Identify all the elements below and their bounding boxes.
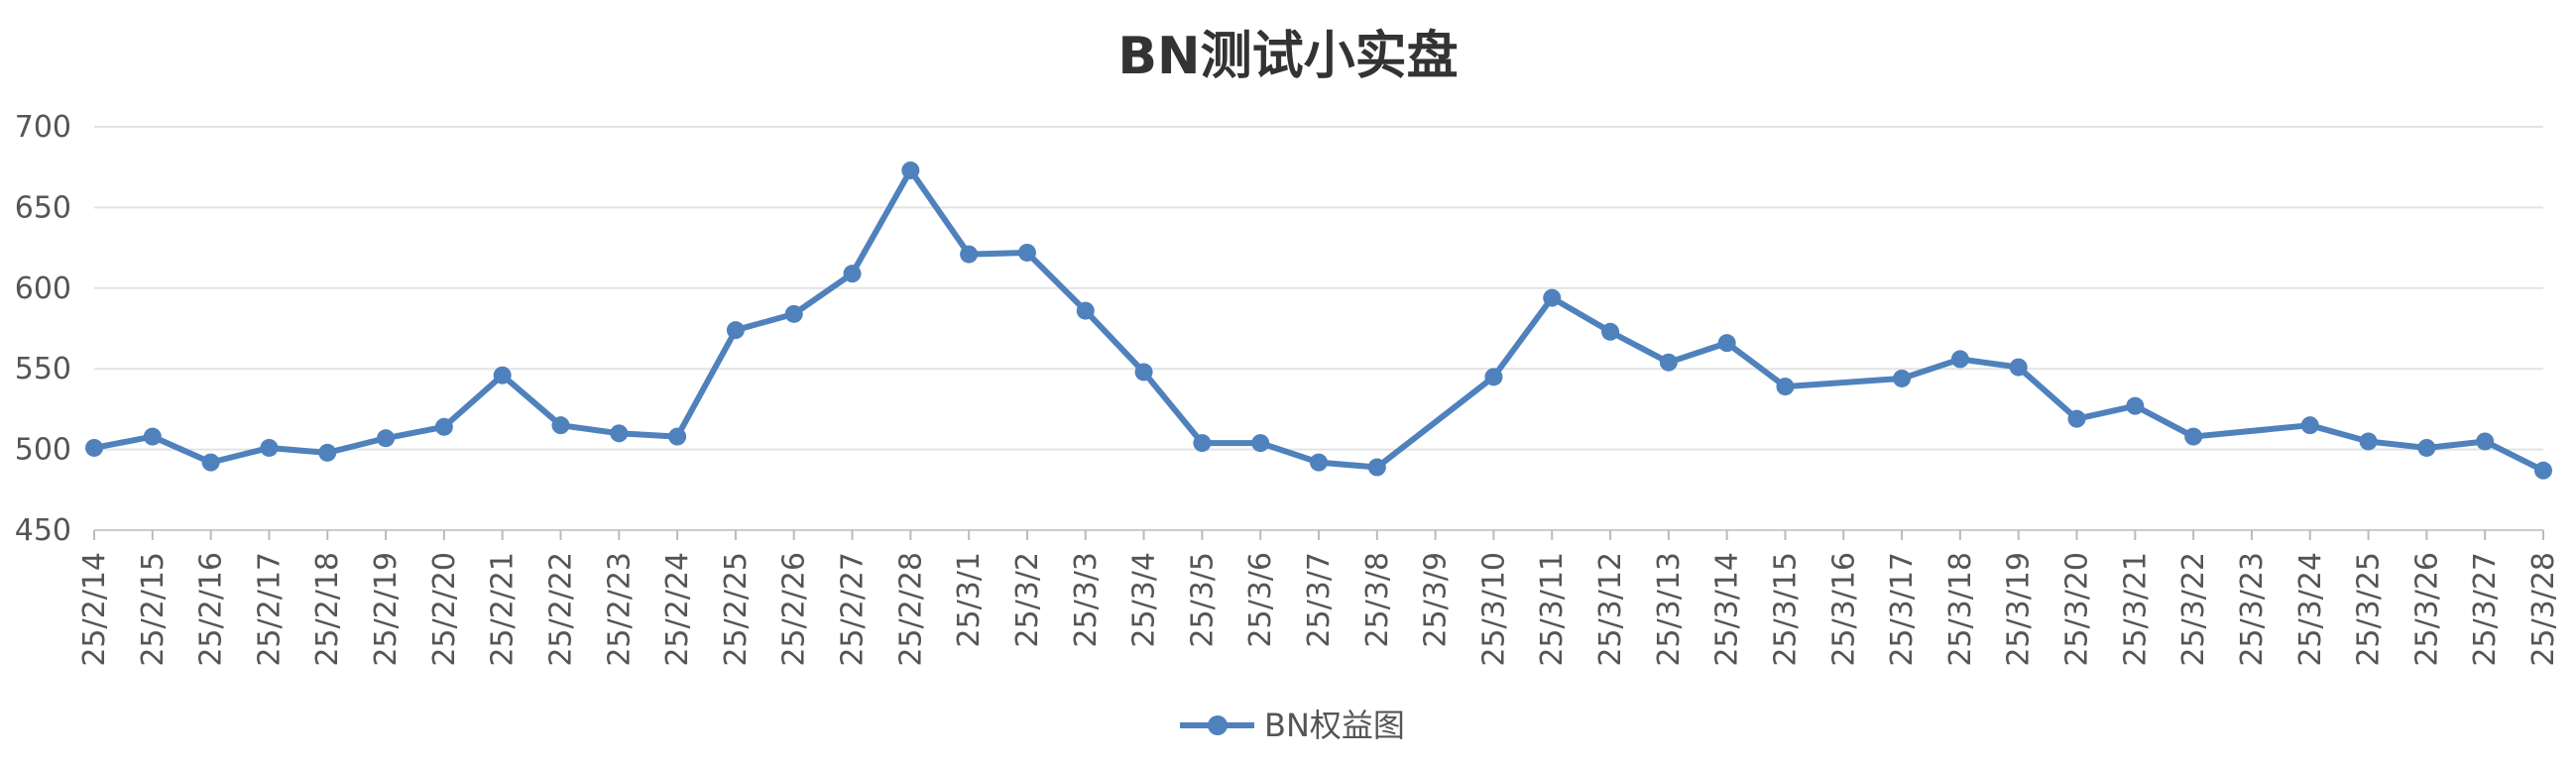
x-tick-label: 25/3/4 — [1127, 552, 1162, 648]
data-point[interactable] — [843, 265, 862, 283]
x-tick-label: 25/3/21 — [2118, 552, 2153, 667]
x-tick-label: 25/3/16 — [1826, 552, 1861, 667]
data-point[interactable] — [1484, 368, 1503, 386]
x-tick-label: 25/2/25 — [719, 552, 754, 667]
data-point[interactable] — [1601, 322, 1620, 341]
data-point[interactable] — [1659, 353, 1678, 372]
x-tick-label: 25/3/19 — [2002, 552, 2037, 667]
x-tick-label: 25/2/14 — [77, 552, 112, 667]
data-point[interactable] — [2126, 396, 2145, 415]
y-tick-label: 500 — [15, 433, 71, 468]
data-point[interactable] — [1717, 334, 1736, 353]
data-point[interactable] — [493, 366, 512, 384]
y-tick-label: 600 — [15, 272, 71, 306]
y-tick-label: 550 — [15, 352, 71, 386]
x-tick-label: 25/2/19 — [369, 552, 404, 667]
x-tick-label: 25/3/5 — [1185, 552, 1220, 648]
x-tick-label: 25/2/26 — [777, 552, 812, 667]
x-tick-label: 25/3/22 — [2176, 552, 2211, 667]
data-point[interactable] — [85, 438, 103, 457]
data-point[interactable] — [2359, 432, 2378, 451]
x-tick-label: 25/3/25 — [2352, 552, 2387, 667]
legend-label[interactable]: BN权益图 — [1264, 707, 1405, 744]
x-tick-label: 25/2/15 — [136, 552, 171, 667]
x-axis: 25/2/14 25/2/15 25/2/16 25/2/17 25/2/18 25/2/… — [77, 530, 2561, 667]
data-point[interactable] — [784, 304, 803, 323]
x-tick-label: 25/3/2 — [1010, 552, 1045, 648]
x-tick-label: 25/2/16 — [194, 552, 229, 667]
x-tick-label: 25/3/17 — [1885, 552, 1920, 667]
data-point[interactable] — [1193, 434, 1212, 453]
x-tick-label: 25/3/10 — [1476, 552, 1511, 667]
x-tick-label: 25/3/8 — [1360, 552, 1395, 648]
data-point[interactable] — [2067, 409, 2086, 428]
data-point[interactable] — [2009, 358, 2028, 377]
x-tick-label: 25/3/14 — [1710, 552, 1745, 667]
data-point[interactable] — [668, 427, 687, 446]
data-point[interactable] — [551, 416, 570, 435]
x-tick-label: 25/2/27 — [836, 552, 871, 667]
data-point[interactable] — [318, 443, 337, 462]
data-point[interactable] — [1251, 434, 1270, 453]
x-tick-label: 25/3/26 — [2409, 552, 2444, 667]
data-point[interactable] — [1310, 453, 1328, 472]
x-tick-label: 25/3/12 — [1593, 552, 1628, 667]
x-tick-label: 25/2/18 — [310, 552, 345, 667]
x-tick-label: 25/2/28 — [893, 552, 928, 667]
x-tick-label: 25/3/13 — [1652, 552, 1687, 667]
data-point[interactable] — [434, 417, 453, 436]
x-tick-label: 25/2/22 — [543, 552, 578, 667]
data-point[interactable] — [2534, 461, 2552, 480]
data-point[interactable] — [1367, 458, 1386, 477]
series-line — [93, 166, 2545, 474]
data-point[interactable] — [1893, 369, 1912, 387]
x-tick-label: 25/3/7 — [1302, 552, 1337, 648]
x-tick-label: 25/2/17 — [252, 552, 287, 667]
x-tick-label: 25/3/23 — [2235, 552, 2270, 667]
chart-title: BN测试小实盘 — [1117, 27, 1459, 86]
data-point[interactable] — [1950, 350, 1969, 369]
data-point[interactable] — [2184, 427, 2203, 446]
data-point[interactable] — [2300, 416, 2319, 435]
x-tick-label: 25/3/20 — [2060, 552, 2095, 667]
y-tick-label: 650 — [15, 190, 71, 225]
data-point[interactable] — [960, 245, 979, 264]
x-tick-label: 25/2/24 — [660, 552, 695, 667]
data-point[interactable] — [901, 161, 920, 179]
data-point[interactable] — [377, 429, 396, 448]
series-layer — [85, 161, 2552, 480]
x-tick-label: 25/3/9 — [1419, 552, 1454, 648]
x-tick-label: 25/3/3 — [1069, 552, 1104, 648]
y-tick-label: 450 — [15, 513, 71, 548]
data-point[interactable] — [1776, 378, 1795, 396]
x-tick-label: 25/2/23 — [602, 552, 637, 667]
x-tick-label: 25/2/20 — [427, 552, 462, 667]
x-tick-label: 25/3/27 — [2468, 552, 2503, 667]
x-tick-label: 25/3/11 — [1535, 552, 1570, 667]
data-point[interactable] — [2417, 438, 2436, 457]
legend: BN权益图 — [1180, 707, 1405, 744]
data-point[interactable] — [610, 424, 629, 443]
x-tick-label: 25/3/1 — [952, 552, 987, 648]
data-point[interactable] — [143, 427, 162, 446]
data-point[interactable] — [260, 438, 279, 457]
data-point[interactable] — [2476, 432, 2495, 451]
x-tick-label: 25/3/28 — [2526, 552, 2561, 667]
legend-marker — [1208, 715, 1228, 735]
data-point[interactable] — [1076, 301, 1095, 320]
data-point[interactable] — [201, 453, 220, 472]
data-point[interactable] — [726, 321, 745, 340]
data-point[interactable] — [1017, 243, 1036, 262]
data-point[interactable] — [1134, 363, 1153, 382]
x-tick-label: 25/3/15 — [1768, 552, 1803, 667]
x-tick-label: 25/2/21 — [486, 552, 521, 667]
y-tick-label: 700 — [15, 110, 71, 145]
x-tick-label: 25/3/24 — [2293, 552, 2328, 667]
y-axis: 450 500 550 600 650 700 — [15, 110, 71, 548]
x-tick-label: 25/3/18 — [1943, 552, 1978, 667]
x-tick-label: 25/3/6 — [1243, 552, 1278, 648]
data-point[interactable] — [1543, 288, 1562, 307]
